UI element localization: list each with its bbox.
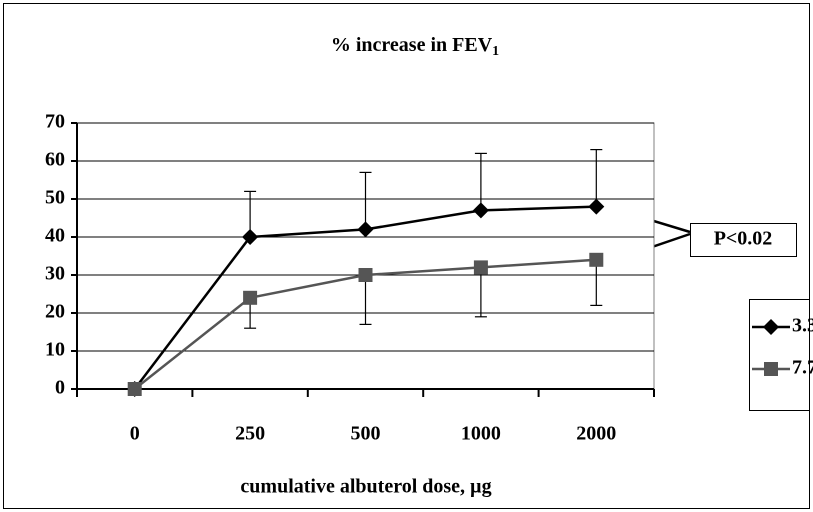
x-tick-label: 250 — [235, 423, 265, 445]
x-tick-label: 500 — [351, 423, 381, 445]
marker — [472, 202, 489, 219]
legend-label: 3.3 µm — [792, 315, 813, 337]
marker — [589, 252, 604, 267]
annotation: P<0.02 — [714, 228, 773, 250]
marker — [127, 382, 142, 396]
y-tick-label: 60 — [45, 149, 65, 171]
legend — [749, 299, 810, 411]
x-tick-label: 2000 — [576, 423, 616, 445]
chart-title: % increase in FEV1 — [331, 34, 499, 60]
y-tick-label: 40 — [45, 225, 65, 247]
title-text: % increase in FEV — [331, 34, 493, 56]
title-subscript: 1 — [492, 44, 499, 59]
annotation-box — [690, 223, 797, 257]
y-tick-label: 30 — [45, 263, 65, 285]
marker — [473, 260, 488, 275]
marker — [764, 362, 778, 376]
marker — [357, 221, 374, 238]
y-tick-label: 20 — [45, 301, 65, 323]
marker — [243, 290, 258, 305]
marker — [588, 198, 605, 215]
y-tick-label: 50 — [45, 187, 65, 209]
marker — [242, 229, 259, 245]
x-tick-label: 1000 — [461, 423, 501, 445]
y-tick-label: 70 — [45, 111, 65, 133]
y-tick-label: 0 — [55, 377, 65, 399]
plot-area — [76, 122, 655, 390]
x-tick-label: 0 — [130, 423, 140, 445]
y-tick-label: 10 — [45, 339, 65, 361]
marker — [763, 319, 779, 335]
legend-label: 7.7 µm — [792, 357, 813, 379]
marker — [358, 268, 373, 282]
x-axis-title: cumulative albuterol dose, µg — [240, 476, 491, 498]
